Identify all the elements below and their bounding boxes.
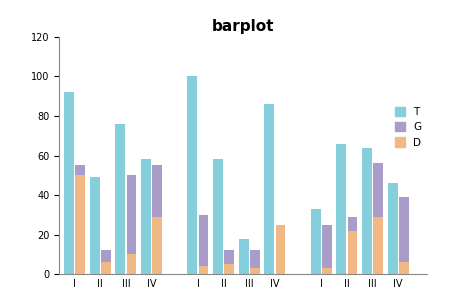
Bar xyxy=(347,217,357,231)
Title: barplot: barplot xyxy=(212,19,274,34)
Bar xyxy=(101,262,111,274)
Bar xyxy=(224,250,234,264)
Bar xyxy=(388,183,398,274)
Bar xyxy=(199,215,209,266)
Bar xyxy=(373,217,383,274)
Bar xyxy=(250,250,260,268)
Bar xyxy=(347,231,357,274)
Legend: T, G, D: T, G, D xyxy=(394,107,421,148)
Bar xyxy=(399,262,409,274)
Bar xyxy=(337,144,346,274)
Bar xyxy=(322,268,332,274)
Bar xyxy=(362,148,372,274)
Bar xyxy=(101,250,111,262)
Bar xyxy=(127,175,137,254)
Bar xyxy=(90,177,100,274)
Bar xyxy=(399,197,409,262)
Bar xyxy=(64,92,74,274)
Bar xyxy=(322,225,332,268)
Bar xyxy=(188,76,197,274)
Bar xyxy=(264,104,274,274)
Bar xyxy=(152,217,162,274)
Bar xyxy=(116,124,125,274)
Bar xyxy=(311,209,320,274)
Bar xyxy=(213,160,223,274)
Bar xyxy=(275,225,285,274)
Bar xyxy=(373,164,383,217)
Bar xyxy=(224,264,234,274)
Bar xyxy=(152,165,162,217)
Bar xyxy=(127,254,137,274)
Bar xyxy=(141,160,151,274)
Bar xyxy=(239,238,249,274)
Bar xyxy=(75,175,85,274)
Bar xyxy=(199,266,209,274)
Bar xyxy=(250,268,260,274)
Bar xyxy=(75,165,85,175)
